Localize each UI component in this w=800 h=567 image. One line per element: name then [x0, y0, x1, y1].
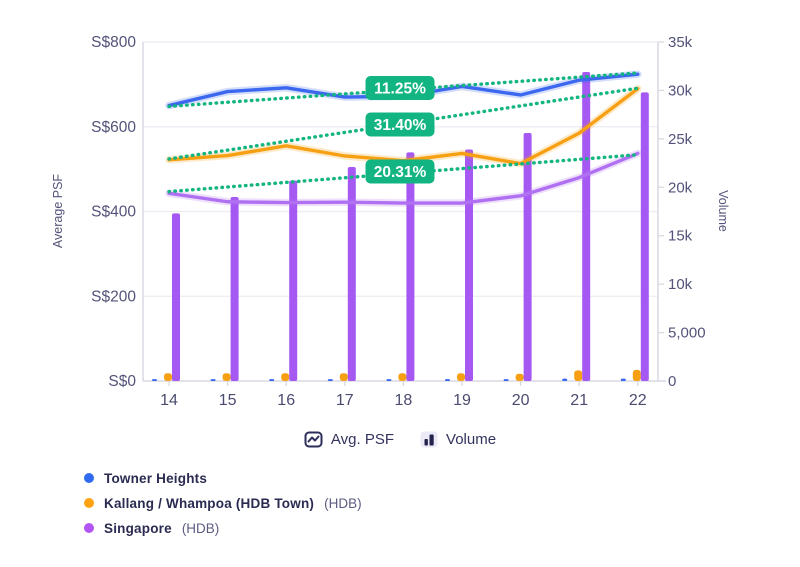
trend-badge — [365, 112, 435, 137]
y-right-tick-label: 30k — [668, 82, 693, 99]
series-color-dot — [84, 523, 94, 533]
legend-volume-label: Volume — [446, 430, 497, 448]
series-name: Towner Heights — [104, 470, 208, 486]
series-color-dot — [84, 498, 94, 508]
y-right-axis-title: Volume — [716, 190, 730, 232]
x-tick-label: 19 — [453, 392, 471, 409]
y-left-tick-label: S$200 — [91, 288, 136, 305]
trend-badge-label: 11.25% — [374, 81, 426, 98]
bar-chart-icon — [420, 431, 438, 447]
series-color-dot — [84, 473, 94, 483]
towner-volume-bar[interactable] — [620, 378, 626, 381]
singapore-volume-bar[interactable] — [523, 133, 532, 381]
singapore-volume-bar[interactable] — [289, 180, 298, 381]
x-tick-label: 20 — [512, 392, 530, 409]
towner-volume-bar[interactable] — [210, 379, 216, 381]
x-tick-label: 21 — [570, 392, 588, 409]
y-right-tick-label: 5,000 — [668, 325, 706, 342]
series-suffix: (HDB) — [324, 495, 362, 511]
singapore-volume-bar[interactable] — [230, 196, 239, 381]
legend-avg-psf-label: Avg. PSF — [330, 430, 395, 448]
kallang-volume-bar[interactable] — [281, 373, 290, 381]
kallang-volume-bar[interactable] — [574, 370, 583, 381]
singapore-volume-bar[interactable] — [465, 149, 473, 381]
kallang-volume-bar[interactable] — [222, 373, 231, 381]
series-legend: Towner Heights Kallang / Whampoa (HDB Tow… — [84, 470, 362, 536]
towner-volume-bar[interactable] — [386, 379, 392, 381]
trend-badge-label: 31.40% — [374, 117, 427, 134]
y-left-tick-label: S$0 — [108, 373, 136, 390]
singapore-volume-bar[interactable] — [406, 152, 415, 381]
towner-volume-bar[interactable] — [152, 379, 157, 381]
legend-volume[interactable]: Volume — [420, 431, 496, 448]
y-left-tick-label: S$800 — [91, 34, 136, 51]
x-tick-label: 22 — [629, 392, 647, 409]
trend-badge — [365, 159, 435, 184]
series-legend-item-singapore[interactable]: Singapore (HDB) — [84, 520, 362, 536]
y-left-tick-label: S$400 — [91, 204, 136, 221]
kallang-volume-bar[interactable] — [339, 373, 348, 381]
trend-badge — [365, 76, 435, 100]
kallang-volume-bar[interactable] — [398, 373, 407, 381]
trend-badge-label: 20.31% — [374, 164, 427, 181]
psf-volume-combo-chart: 11.25% 31.40% 20.31% S$800 S$600 S$400 S$200 S$… — [51, 34, 730, 409]
series-legend-item-kallang-whampoa-hdb-town-[interactable]: Kallang / Whampoa (HDB Town) (HDB) — [84, 495, 362, 511]
kallang-volume-bar[interactable] — [632, 369, 641, 381]
towner-volume-bar[interactable] — [503, 379, 509, 381]
kallang-volume-bar[interactable] — [164, 373, 172, 381]
x-tick-label: 16 — [277, 392, 295, 409]
kallang-volume-bar[interactable] — [457, 373, 465, 381]
series-name: Kallang / Whampoa (HDB Town) — [104, 495, 315, 511]
series-suffix: (HDB) — [181, 520, 220, 536]
towner-volume-bar[interactable] — [562, 378, 568, 381]
x-tick-label: 15 — [219, 392, 237, 409]
chart-type-legend: Avg. PSF Volume — [0, 424, 800, 454]
singapore-volume-bar[interactable] — [347, 166, 356, 381]
towner-volume-bar[interactable] — [327, 379, 333, 381]
singapore-volume-bar[interactable] — [582, 72, 591, 382]
psf-line-singapore-hdb-[interactable] — [167, 151, 640, 205]
y-right-tick-label: 15k — [668, 228, 693, 245]
series-name: Singapore — [104, 520, 172, 536]
y-right-tick-label: 10k — [668, 276, 693, 293]
towner-volume-bar[interactable] — [445, 379, 450, 381]
towner-volume-bar[interactable] — [269, 379, 275, 381]
legend-avg-psf[interactable]: Avg. PSF — [304, 431, 394, 448]
y-left-tick-label: S$600 — [91, 119, 136, 136]
y-right-tick-label: 35k — [668, 34, 693, 51]
singapore-volume-bar[interactable] — [172, 213, 180, 381]
x-tick-label: 14 — [160, 392, 178, 409]
y-right-tick-label: 25k — [668, 131, 693, 148]
series-legend-item-towner-heights[interactable]: Towner Heights — [84, 470, 362, 486]
y-left-axis-title: Average PSF — [51, 174, 65, 248]
y-right-tick-label: 0 — [668, 373, 676, 390]
kallang-volume-bar[interactable] — [515, 373, 524, 381]
x-tick-label: 17 — [336, 392, 354, 409]
singapore-volume-bar[interactable] — [640, 92, 649, 381]
x-tick-label: 18 — [395, 392, 413, 409]
line-chart-icon — [304, 431, 323, 447]
y-right-tick-label: 20k — [668, 179, 693, 196]
